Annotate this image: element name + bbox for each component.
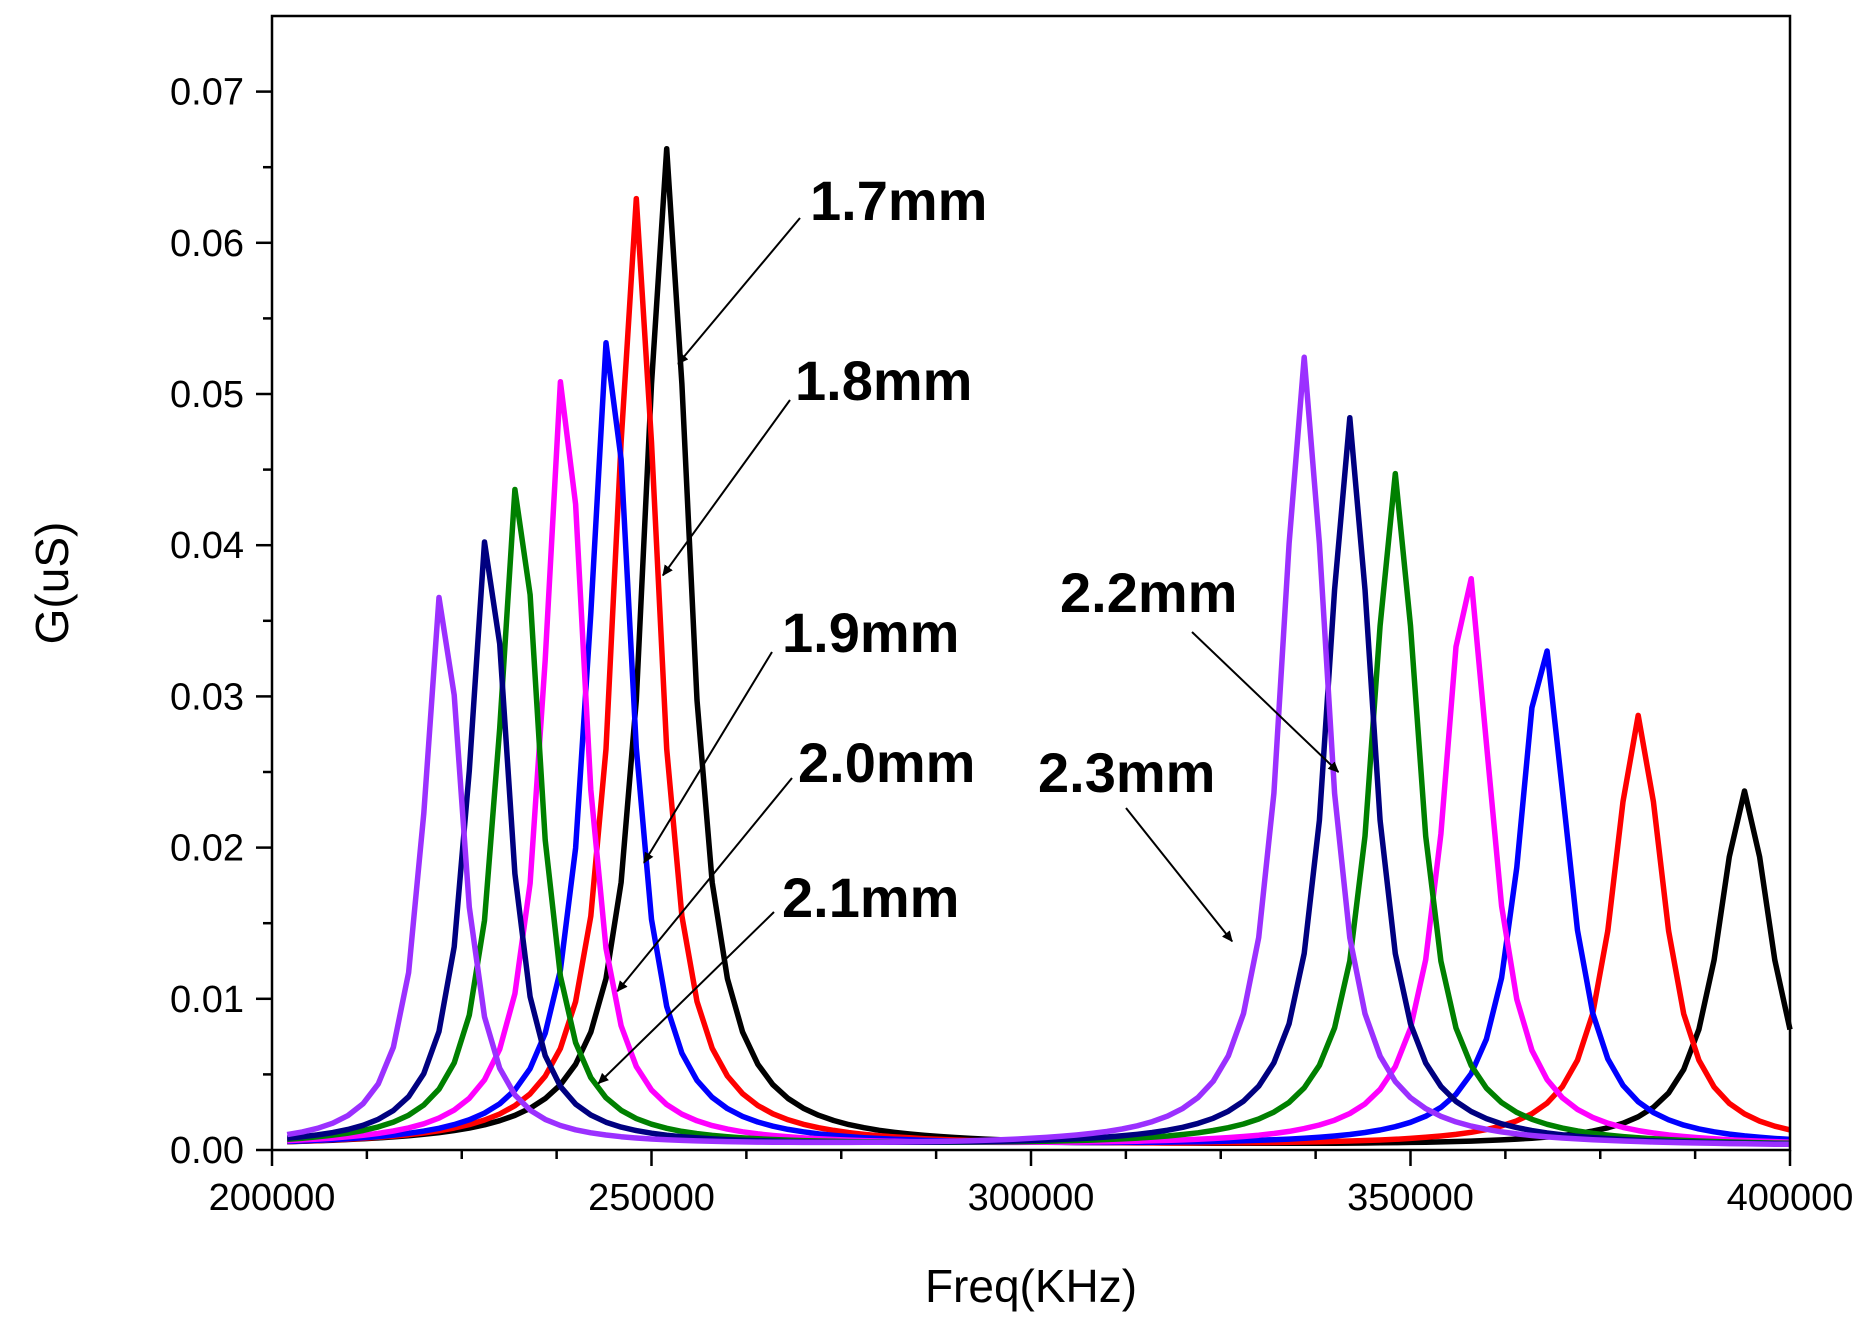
annotation-1-7mm: 1.7mm [810,169,987,232]
y-tick-label: 0.06 [170,223,244,265]
annotation-2-1mm: 2.1mm [782,866,959,929]
annotation-1-8mm: 1.8mm [795,349,972,412]
x-tick-label: 200000 [209,1177,336,1219]
annotation-arrow [643,651,773,864]
y-tick-label: 0.01 [170,979,244,1021]
annotation-arrow [662,399,791,577]
y-tick-label: 0.03 [170,676,244,718]
annotations: 1.7mm 1.8mm 1.9mm 2.0mm 2.1mm 2.2mm 2.3m… [597,169,1340,1085]
y-tick-label: 0.00 [170,1130,244,1172]
tick-labels: 200000 250000 300000 350000 400000 0.00 0.01 0.… [170,72,1853,1219]
annotation-arrow [1125,807,1233,943]
annotation-arrow [616,777,793,993]
y-tick-label: 0.07 [170,72,244,114]
annotation-arrow [1191,631,1340,773]
annotation-1-9mm: 1.9mm [782,601,959,664]
axis-ticks [256,90,1792,1166]
annotation-arrow [677,217,801,365]
x-axis-title: Freq(KHz) [925,1260,1137,1312]
y-tick-label: 0.05 [170,374,244,416]
annotation-2-0mm: 2.0mm [798,731,975,794]
annotation-2-3mm: 2.3mm [1038,741,1215,804]
annotation-arrow [597,911,775,1085]
annotation-2-2mm: 2.2mm [1060,561,1237,624]
plot-frame [270,14,1792,1152]
y-tick-label: 0.02 [170,828,244,870]
series-line-2-3mm [286,354,1791,1148]
x-tick-label: 400000 [1727,1177,1854,1219]
x-tick-label: 250000 [588,1177,715,1219]
series-layer [286,145,1793,1148]
x-tick-label: 350000 [1347,1177,1474,1219]
x-tick-label: 300000 [968,1177,1095,1219]
y-tick-label: 0.04 [170,525,244,567]
y-axis-title: G(uS) [26,522,78,645]
